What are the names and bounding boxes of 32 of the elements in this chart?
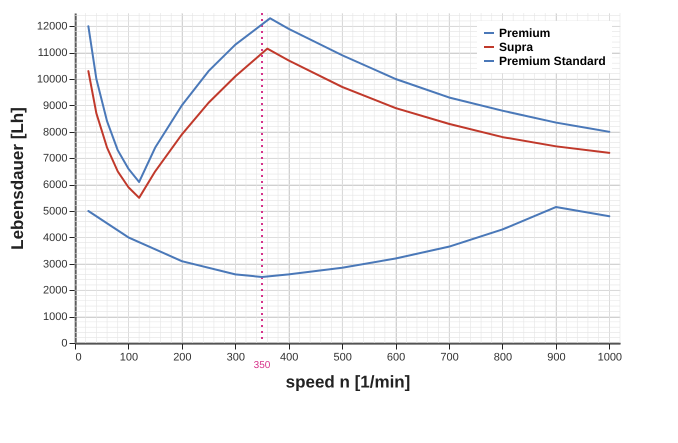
y-tick-label: 6000 (43, 179, 68, 192)
y-tick-label: 1000 (43, 311, 68, 324)
line-series (87, 206, 610, 278)
y-tick-label: 0 (61, 338, 68, 350)
y-tick-label: 4000 (43, 232, 68, 244)
ref-line-label: 350 (254, 360, 271, 371)
line-series (87, 17, 610, 183)
x-tick-label: 600 (386, 352, 406, 364)
legend-label: Supra (499, 40, 534, 54)
x-tick-label: 700 (440, 352, 459, 364)
y-tick-label: 9000 (43, 100, 68, 112)
y-tick-label: 2000 (43, 284, 68, 297)
y-tick-label: 10000 (36, 74, 68, 86)
x-tick-label: 500 (333, 352, 352, 364)
x-tick-label: 0 (76, 352, 82, 364)
legend-label: Premium Standard (499, 54, 606, 68)
x-tick-label: 1000 (598, 352, 622, 364)
legend-label: Premium (499, 26, 550, 40)
y-tick-label: 5000 (43, 206, 68, 218)
x-tick-label: 400 (280, 352, 298, 364)
y-tick-label: 11000 (38, 47, 68, 60)
x-tick-label: 900 (547, 352, 566, 364)
y-tick-label: 8000 (43, 126, 68, 138)
x-tick-label: 300 (226, 352, 245, 364)
x-axis-title: speed n [1/min] (286, 372, 410, 392)
y-axis-title: Lebensdauer [Lh] (8, 107, 27, 250)
x-tick-label: 200 (173, 352, 192, 364)
y-tick-label: 3000 (43, 258, 68, 270)
x-tick-label: 800 (494, 352, 512, 364)
y-tick-label: 7000 (43, 152, 68, 165)
y-tick-label: 12000 (36, 20, 68, 33)
x-tick-label: 100 (120, 352, 138, 364)
